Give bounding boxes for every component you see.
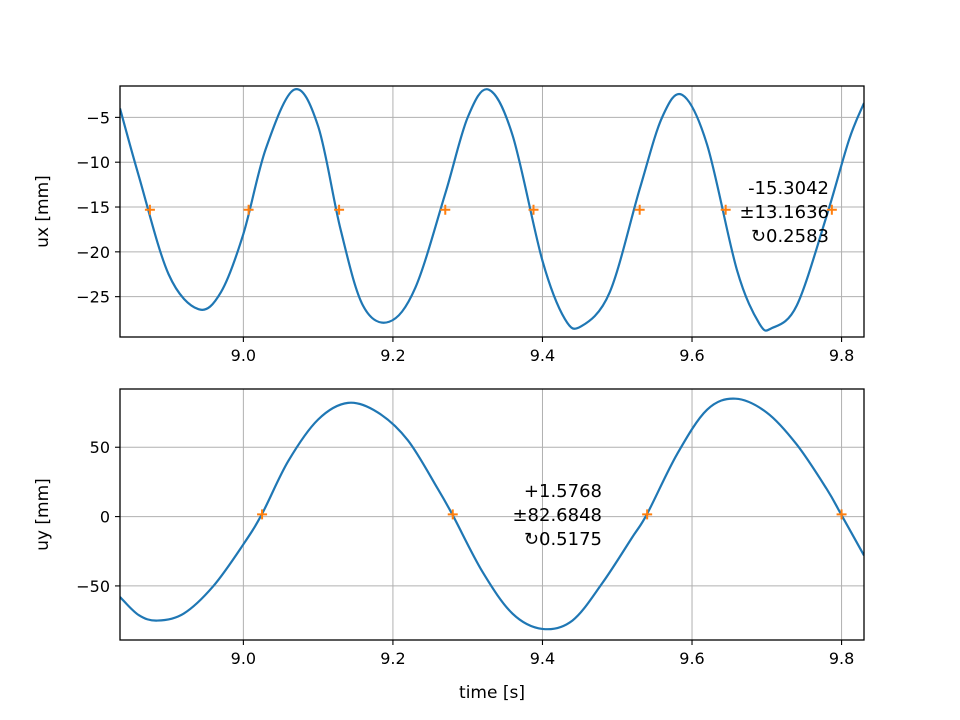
- y-tick-label: −20: [76, 243, 110, 262]
- stats-annotation-line: +1.5768: [524, 481, 602, 502]
- series-line: [120, 88, 864, 332]
- y-tick-label: −10: [76, 153, 110, 172]
- x-tick-label: 9.8: [829, 649, 854, 668]
- crossing-marker: [634, 204, 645, 215]
- y-tick-label: 50: [90, 438, 110, 457]
- x-tick-label: 9.0: [231, 649, 256, 668]
- series-line: [120, 397, 864, 631]
- stats-annotation-line: ↻0.2583: [751, 226, 829, 247]
- crossing-marker: [826, 204, 837, 215]
- crossing-marker: [334, 204, 345, 215]
- crossing-marker: [642, 509, 653, 520]
- x-tick-label: 9.4: [530, 649, 555, 668]
- x-tick-label: 9.8: [829, 346, 854, 365]
- crossing-marker: [447, 509, 458, 520]
- crossing-marker: [257, 509, 268, 520]
- stats-annotation-line: ±82.6848: [512, 505, 602, 526]
- y-axis-label: ux [mm]: [33, 175, 53, 248]
- crossing-marker: [243, 204, 254, 215]
- y-tick-label: 0: [100, 508, 110, 527]
- axes-frame: [119, 388, 865, 641]
- crossing-marker: [144, 204, 155, 215]
- axes-frame: [119, 85, 865, 338]
- y-tick-label: −5: [86, 108, 110, 127]
- x-tick-label: 9.4: [530, 346, 555, 365]
- x-tick-label: 9.6: [679, 346, 704, 365]
- y-tick-label: −50: [76, 577, 110, 596]
- stats-annotation-line: ↻0.5175: [524, 529, 602, 550]
- x-tick-label: 9.0: [231, 346, 256, 365]
- crossing-marker: [720, 204, 731, 215]
- y-tick-label: −25: [76, 288, 110, 307]
- crossing-marker: [836, 509, 847, 520]
- y-axis-label: uy [mm]: [33, 478, 53, 551]
- x-tick-label: 9.2: [380, 649, 405, 668]
- x-tick-label: 9.6: [679, 649, 704, 668]
- y-tick-label: −15: [76, 198, 110, 217]
- stats-annotation-line: -15.3042: [748, 178, 829, 199]
- stats-annotation-line: ±13.1636: [739, 202, 829, 223]
- x-axis-label: time [s]: [459, 683, 525, 703]
- subplot-1: 9.0 9.2 9.4 9.6 9.8 −5 −10 −15 −20 −25 ux [mm] -15.…: [33, 85, 865, 365]
- x-tick-label: 9.2: [380, 346, 405, 365]
- subplot-2: 9.0 9.2 9.4 9.6 9.8 50 0 −50 uy [mm] time [s] +1.5…: [33, 388, 865, 703]
- crossing-marker: [528, 204, 539, 215]
- crossing-marker: [440, 204, 451, 215]
